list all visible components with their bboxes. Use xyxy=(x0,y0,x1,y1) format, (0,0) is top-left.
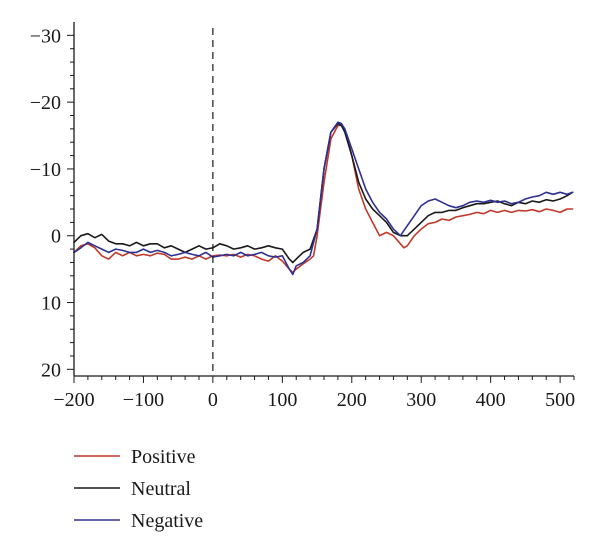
legend-label: Positive xyxy=(131,446,196,468)
plot-area xyxy=(73,28,574,376)
x-tick-label: 400 xyxy=(476,389,506,411)
y-tick-label: 20 xyxy=(41,359,61,381)
x-tick-label: 500 xyxy=(545,389,575,411)
legend-item-positive: Positive xyxy=(74,446,196,468)
y-tick-label: 10 xyxy=(41,293,61,315)
legend-label: Neutral xyxy=(131,478,191,500)
x-tick-label: 200 xyxy=(337,389,367,411)
y-tick-label: −30 xyxy=(30,25,61,47)
x-tick-label: −100 xyxy=(123,389,164,411)
y-tick-label: 0 xyxy=(51,226,61,248)
y-tick-label: −20 xyxy=(30,92,61,114)
series-line-positive xyxy=(73,124,574,274)
x-tick-label: 100 xyxy=(267,389,297,411)
legend-item-negative: Negative xyxy=(74,510,203,532)
y-tick-label: −10 xyxy=(30,159,61,181)
x-tick-label: −200 xyxy=(53,389,94,411)
legend-label: Negative xyxy=(131,510,203,532)
legend: Positive Neutral Negative xyxy=(74,446,203,532)
legend-item-neutral: Neutral xyxy=(74,478,191,500)
y-axis-ticks: −30 −20 −10 0 10 20 xyxy=(30,25,74,381)
x-tick-label: 0 xyxy=(208,389,218,411)
x-tick-label: 300 xyxy=(406,389,436,411)
series-layer xyxy=(73,121,574,276)
series-line-negative xyxy=(73,121,574,276)
x-axis-ticks: −200 −100 0 100 200 300 400 500 xyxy=(53,376,575,411)
